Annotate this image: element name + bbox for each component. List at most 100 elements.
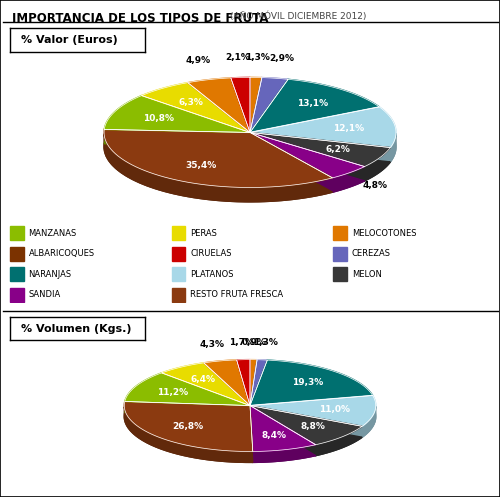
Polygon shape (104, 134, 332, 202)
Bar (172, 267, 185, 281)
Text: SANDIA: SANDIA (28, 290, 61, 299)
Text: 6,3%: 6,3% (178, 98, 204, 107)
Polygon shape (250, 416, 316, 462)
Text: 1,3%: 1,3% (253, 338, 278, 347)
Text: 13,1%: 13,1% (296, 99, 328, 108)
Polygon shape (124, 413, 253, 462)
Text: 6,4%: 6,4% (191, 375, 216, 384)
Text: % Volumen (Kgs.): % Volumen (Kgs.) (21, 324, 132, 333)
Bar (10, 288, 24, 302)
Text: PERAS: PERAS (190, 229, 217, 238)
Polygon shape (204, 360, 250, 406)
Text: IMPORTANCIA DE LOS TIPOS DE FRUTA: IMPORTANCIA DE LOS TIPOS DE FRUTA (12, 12, 269, 25)
Text: 8,8%: 8,8% (300, 422, 326, 431)
Polygon shape (250, 132, 364, 178)
Polygon shape (250, 92, 288, 147)
Text: 10,8%: 10,8% (143, 113, 174, 123)
Polygon shape (162, 363, 250, 406)
Text: 0,9%: 0,9% (242, 338, 267, 347)
Polygon shape (250, 371, 372, 416)
Text: 2,1%: 2,1% (226, 53, 250, 62)
Polygon shape (250, 78, 288, 132)
Polygon shape (124, 402, 253, 451)
Polygon shape (250, 360, 257, 406)
Bar (10, 267, 24, 281)
Text: RESTO FRUTA FRESCA: RESTO FRUTA FRESCA (190, 290, 284, 299)
Bar (172, 226, 185, 240)
Text: MELON: MELON (352, 269, 382, 278)
Text: 2,9%: 2,9% (269, 54, 294, 63)
Bar (10, 247, 24, 260)
Bar (334, 267, 347, 281)
Polygon shape (390, 133, 396, 162)
Polygon shape (125, 373, 250, 406)
Polygon shape (104, 110, 250, 147)
Polygon shape (104, 144, 332, 202)
Polygon shape (250, 147, 390, 181)
Polygon shape (250, 93, 380, 147)
Text: 4,9%: 4,9% (186, 56, 211, 65)
Polygon shape (250, 360, 268, 406)
Polygon shape (188, 92, 250, 147)
Text: 11,2%: 11,2% (157, 388, 188, 397)
Polygon shape (250, 92, 262, 147)
Polygon shape (253, 445, 316, 462)
Bar (172, 247, 185, 260)
Polygon shape (250, 406, 316, 451)
Polygon shape (104, 95, 250, 132)
Text: NARANJAS: NARANJAS (28, 269, 72, 278)
Polygon shape (231, 92, 250, 147)
Polygon shape (162, 374, 250, 416)
Polygon shape (250, 371, 268, 416)
Polygon shape (250, 107, 396, 148)
Text: CEREZAS: CEREZAS (352, 249, 391, 258)
Polygon shape (250, 78, 262, 132)
Text: CIRUELAS: CIRUELAS (190, 249, 232, 258)
Polygon shape (142, 83, 250, 132)
Polygon shape (188, 78, 250, 132)
Polygon shape (362, 407, 376, 437)
Text: 8,4%: 8,4% (262, 431, 286, 440)
Text: 6,2%: 6,2% (326, 145, 351, 154)
Polygon shape (250, 396, 376, 426)
Text: MELOCOTONES: MELOCOTONES (352, 229, 416, 238)
Bar (334, 247, 347, 260)
Polygon shape (125, 384, 250, 416)
Polygon shape (250, 360, 372, 406)
Text: 4,3%: 4,3% (200, 340, 225, 349)
Polygon shape (316, 426, 362, 456)
Text: 26,8%: 26,8% (172, 422, 203, 431)
Polygon shape (231, 78, 250, 132)
Polygon shape (250, 147, 364, 192)
Text: 19,3%: 19,3% (292, 378, 324, 387)
Text: ALBARICOQUES: ALBARICOQUES (28, 249, 94, 258)
Polygon shape (332, 166, 364, 192)
Text: 12,1%: 12,1% (333, 124, 364, 133)
Polygon shape (250, 80, 380, 132)
Polygon shape (250, 416, 362, 456)
Bar (172, 288, 185, 302)
Text: 4,8%: 4,8% (362, 180, 387, 189)
Polygon shape (250, 406, 362, 445)
Polygon shape (142, 97, 250, 147)
Polygon shape (236, 371, 250, 416)
Polygon shape (124, 407, 253, 462)
Polygon shape (250, 121, 396, 162)
Polygon shape (250, 407, 376, 437)
Polygon shape (204, 371, 250, 416)
Polygon shape (250, 371, 257, 416)
Polygon shape (250, 132, 390, 166)
Polygon shape (104, 129, 332, 187)
Text: % Valor (Euros): % Valor (Euros) (21, 35, 117, 45)
Text: 35,4%: 35,4% (186, 161, 217, 169)
Text: 11,0%: 11,0% (320, 405, 350, 414)
Text: MANZANAS: MANZANAS (28, 229, 77, 238)
Polygon shape (364, 148, 390, 181)
Text: 1,7%: 1,7% (229, 338, 254, 347)
Text: PLATANOS: PLATANOS (190, 269, 234, 278)
Bar (334, 226, 347, 240)
Text: (AÑO MÓVIL DICIEMBRE 2012): (AÑO MÓVIL DICIEMBRE 2012) (230, 12, 366, 21)
Text: 1,3%: 1,3% (245, 53, 270, 62)
Bar (10, 226, 24, 240)
Polygon shape (236, 360, 250, 406)
